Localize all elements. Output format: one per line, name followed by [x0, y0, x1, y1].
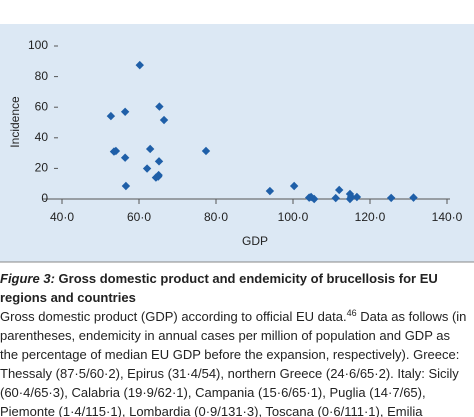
point [142, 164, 152, 173]
caption-line: the percentage of median EU GDP before t… [0, 347, 459, 362]
caption-text: Data as follows (in [357, 309, 467, 324]
point [120, 153, 130, 162]
y-axis-label: Incidence [8, 96, 22, 148]
caption-line: Piemonte (1·4/115·1), Lombardia (0·9/131… [0, 404, 423, 417]
x-tick-label: 140·0 [432, 210, 463, 224]
point [345, 194, 355, 204]
point [289, 181, 299, 191]
point [154, 157, 164, 166]
point [151, 173, 161, 182]
x-tick-label: 60·0 [127, 210, 151, 224]
caption-line: parentheses, endemicity in annual cases … [0, 328, 450, 343]
point [345, 189, 355, 199]
y-tick-label: 0 [41, 191, 48, 205]
caption-label: Figure 3: [0, 271, 55, 286]
caption-title-line: regions and countries [0, 290, 136, 305]
point [265, 186, 275, 196]
y-tick-label: 100 [28, 38, 48, 52]
point [409, 193, 418, 202]
y-tick-label: 60 [35, 99, 49, 113]
caption-line: Thessaly (87·5/60·2), Epirus (31·4/54), … [0, 366, 459, 381]
y-tick-label: 40 [35, 130, 49, 144]
point [386, 193, 396, 203]
caption-line: Gross domestic product (GDP) according t… [0, 308, 466, 324]
x-axis-label: GDP [242, 234, 268, 248]
caption-title: Figure 3: Gross domestic product and end… [0, 271, 438, 286]
x-tick-label: 40·0 [50, 210, 74, 224]
footnote-ref: 46 [347, 308, 357, 318]
point [145, 144, 155, 154]
point [106, 111, 116, 121]
point [155, 102, 164, 111]
x-tick-label: 120·0 [355, 210, 386, 224]
y-tick-label: 20 [35, 161, 49, 175]
point [304, 193, 314, 202]
x-tick-label: 100·0 [278, 210, 309, 224]
point [335, 185, 344, 195]
point [159, 115, 169, 125]
caption-text: Gross domestic product (GDP) according t… [0, 309, 347, 324]
plot-background [0, 24, 474, 262]
point [352, 192, 362, 202]
x-tick-label: 80·0 [204, 210, 228, 224]
y-tick-label: 80 [35, 69, 49, 83]
point [109, 147, 119, 156]
point [201, 146, 211, 156]
caption-line: (60·4/65·3), Calabria (19·9/62·1), Campa… [0, 385, 426, 400]
point [331, 193, 340, 203]
point [135, 60, 144, 70]
point [120, 107, 130, 116]
caption-title-line: Gross domestic product and endemicity of… [55, 271, 438, 286]
point [121, 181, 131, 191]
